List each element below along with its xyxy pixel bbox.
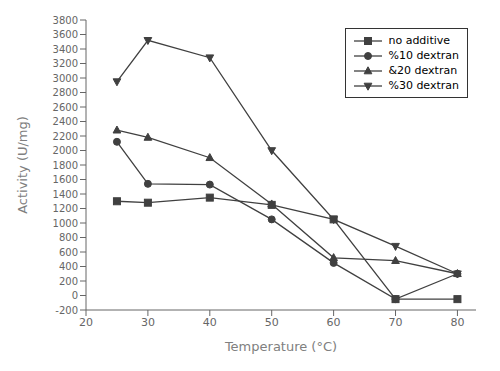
svg-text:1200: 1200 <box>53 203 78 214</box>
svg-text:20: 20 <box>79 316 93 329</box>
svg-text:80: 80 <box>450 316 464 329</box>
svg-text:1400: 1400 <box>53 189 78 200</box>
svg-text:2200: 2200 <box>53 131 78 142</box>
svg-text:50: 50 <box>265 316 279 329</box>
html-text:no additive: no additive <box>388 34 450 47</box>
svg-text:1800: 1800 <box>53 160 78 171</box>
svg-text:3600: 3600 <box>53 29 78 40</box>
svg-text:60: 60 <box>327 316 341 329</box>
svg-text:2600: 2600 <box>53 102 78 113</box>
html-text:%30 dextran: %30 dextran <box>388 79 459 92</box>
svg-text:30: 30 <box>141 316 155 329</box>
html-text:%10 dextran: %10 dextran <box>388 49 459 62</box>
svg-text:3200: 3200 <box>53 58 78 69</box>
svg-text:2400: 2400 <box>53 116 78 127</box>
svg-text:1000: 1000 <box>53 218 78 229</box>
svg-text:3000: 3000 <box>53 73 78 84</box>
svg-text:-200: -200 <box>55 305 78 316</box>
svg-text:600: 600 <box>59 247 78 258</box>
svg-text:2800: 2800 <box>53 87 78 98</box>
svg-text:2000: 2000 <box>53 145 78 156</box>
svg-text:70: 70 <box>389 316 403 329</box>
svg-text:800: 800 <box>59 232 78 243</box>
html-text:&20 dextran: &20 dextran <box>388 64 458 77</box>
svg-text:3800: 3800 <box>53 15 78 26</box>
svg-text:0: 0 <box>72 290 78 301</box>
svg-text:200: 200 <box>59 276 78 287</box>
svg-text:1600: 1600 <box>53 174 78 185</box>
svg-text:400: 400 <box>59 261 78 272</box>
svg-text:40: 40 <box>203 316 217 329</box>
svg-text:3400: 3400 <box>53 44 78 55</box>
svg-text:Temperature (°C): Temperature (°C) <box>224 339 337 354</box>
svg-text:Activity (U/mg): Activity (U/mg) <box>15 116 30 214</box>
